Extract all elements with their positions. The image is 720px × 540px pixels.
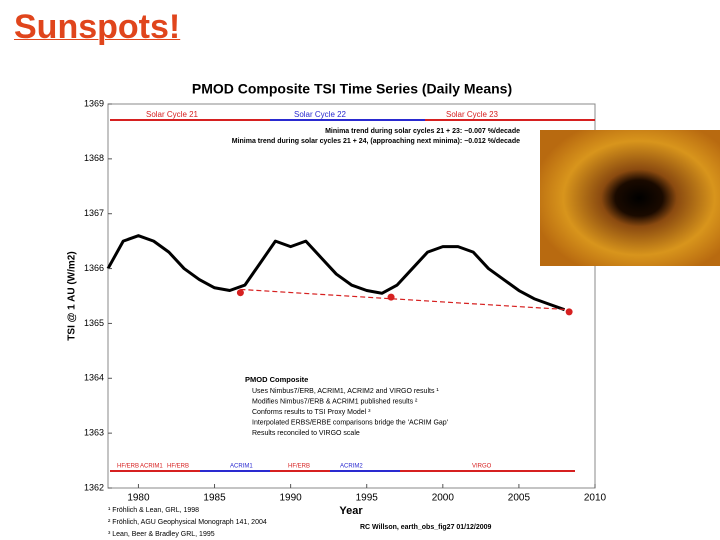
- cycle-label: Solar Cycle 23: [446, 110, 499, 119]
- trend-line: [240, 288, 570, 311]
- annotation: Minima trend during solar cycles 21 + 23…: [325, 128, 520, 135]
- plot-frame: [107, 103, 596, 489]
- x-tick-label: 1990: [280, 493, 303, 504]
- x-tick-label: 1985: [203, 493, 226, 504]
- legend-line: Uses Nimbus7/ERB, ACRIM1, ACRIM2 and VIR…: [252, 388, 439, 395]
- y-tick-label: 1367: [84, 208, 104, 218]
- instrument-label: ACRIM2: [340, 464, 363, 470]
- y-tick-label: 1363: [84, 428, 104, 438]
- footnote: ¹ Fröhlich & Lean, GRL, 1998: [108, 507, 199, 514]
- legend-line: Interpolated ERBS/ERBE comparisons bridg…: [252, 419, 448, 426]
- footnote: ³ Lean, Beer & Bradley GRL, 1995: [108, 531, 215, 538]
- footnote: ² Fröhlich, AGU Geophysical Monograph 14…: [108, 519, 267, 526]
- y-tick-label: 1364: [84, 373, 104, 383]
- sunspot-photo: [540, 130, 720, 266]
- annotation: Minima trend during solar cycles 21 + 24…: [232, 138, 520, 145]
- instrument-label: VIRGO: [472, 464, 492, 470]
- y-tick-label: 1365: [84, 318, 104, 328]
- cycle-label: Solar Cycle 21: [146, 110, 199, 119]
- instrument-label: ACRIM1: [140, 464, 163, 470]
- legend-line: Conforms results to TSI Proxy Model ³: [252, 409, 371, 416]
- minimum-point: [565, 308, 573, 316]
- x-tick-label: 2005: [508, 493, 531, 504]
- instrument-label: HF/ERB: [117, 464, 139, 470]
- x-axis-label: Year: [339, 505, 363, 517]
- slide-title: Sunspots!: [14, 8, 181, 46]
- legend-line: Results reconciled to VIRGO scale: [252, 430, 360, 437]
- instrument-label: HF/ERB: [167, 464, 189, 470]
- y-tick-label: 1366: [84, 263, 104, 273]
- x-tick-label: 2010: [584, 493, 607, 504]
- cycle-label: Solar Cycle 22: [294, 110, 347, 119]
- legend-title: PMOD Composite: [245, 375, 308, 384]
- legend-line: Modifies Nimbus7/ERB & ACRIM1 published …: [252, 398, 418, 405]
- y-axis-label: TSI @ 1 AU (W/m2): [67, 251, 78, 340]
- y-tick-label: 1362: [84, 482, 104, 492]
- x-tick-label: 2000: [432, 493, 455, 504]
- credit: RC Willson, earth_obs_fig27 01/12/2009: [360, 524, 492, 531]
- minimum-point: [387, 293, 395, 301]
- instrument-label: HF/ERB: [288, 464, 310, 470]
- y-tick-label: 1368: [84, 153, 104, 163]
- minimum-point: [236, 289, 244, 297]
- chart-title: PMOD Composite TSI Time Series (Daily Me…: [192, 81, 512, 97]
- x-tick-label: 1980: [127, 493, 150, 504]
- y-tick-label: 1369: [84, 98, 104, 108]
- instrument-label: ACRIM1: [230, 464, 253, 470]
- tsi-line: [106, 234, 566, 312]
- x-tick-label: 1995: [356, 493, 379, 504]
